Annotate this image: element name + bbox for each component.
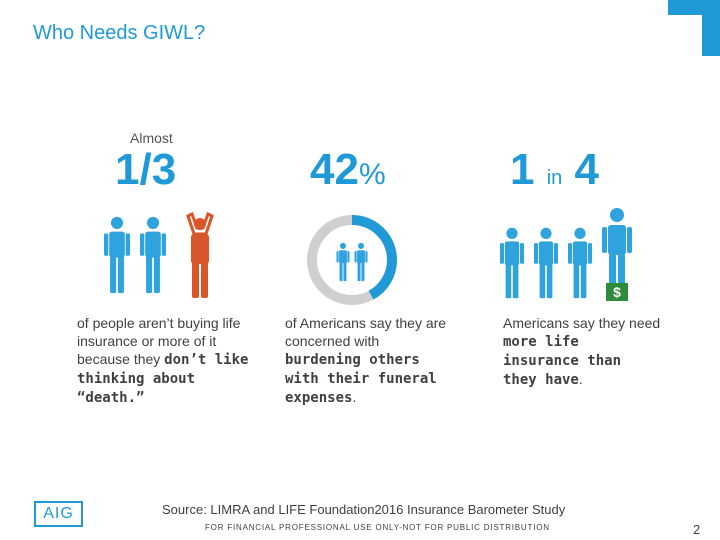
- stat3-value-a: 1: [510, 145, 535, 194]
- stat2-text-end: .: [352, 389, 357, 405]
- stat3-description: Americans say they need more life insura…: [503, 314, 663, 389]
- stat1-text-bold: don’t like thinking about “death.”: [77, 352, 249, 406]
- stat3-text-bold: more life insurance than they have: [503, 334, 622, 388]
- stat3-value-b: 4: [574, 145, 600, 194]
- stat2-number: 42: [310, 145, 359, 194]
- stat3-text-end: .: [578, 371, 583, 387]
- page-number: 2: [693, 522, 701, 537]
- stat3-value-in: in: [546, 167, 563, 189]
- aig-logo: AIG: [34, 501, 83, 527]
- page-title: Who Needs GIWL?: [33, 22, 206, 44]
- stat1-prefix: Almost: [130, 130, 173, 146]
- stat1-description: of people aren’t buying life insurance o…: [77, 314, 267, 407]
- disclaimer-footer: FOR FINANCIAL PROFESSIONAL USE ONLY-NOT …: [205, 523, 550, 532]
- stat2-description: of Americans say they are concerned with…: [285, 314, 455, 407]
- dollar-bill-icon: $: [606, 283, 628, 301]
- stat1-value: 1/3: [115, 145, 177, 194]
- people-group-1-icon: [104, 211, 214, 298]
- stat2-text-plain: of Americans say they are concerned with: [285, 315, 447, 349]
- donut-ring-fill: [307, 215, 397, 305]
- corner-accent-side: [702, 0, 720, 56]
- donut-42-percent-icon: [307, 215, 397, 305]
- stat1-text-plain: of people aren’t buying life insurance o…: [77, 315, 241, 367]
- stat2-value: 42%: [310, 148, 386, 192]
- stat2-text-bold: burdening others with their funeral expe…: [285, 352, 437, 406]
- source-citation: Source: LIMRA and LIFE Foundation2016 In…: [162, 502, 566, 517]
- stat3-text-plain: Americans say they need: [503, 315, 661, 331]
- stat3-value: 1 in 4: [510, 148, 599, 192]
- stat2-suffix: %: [358, 158, 386, 191]
